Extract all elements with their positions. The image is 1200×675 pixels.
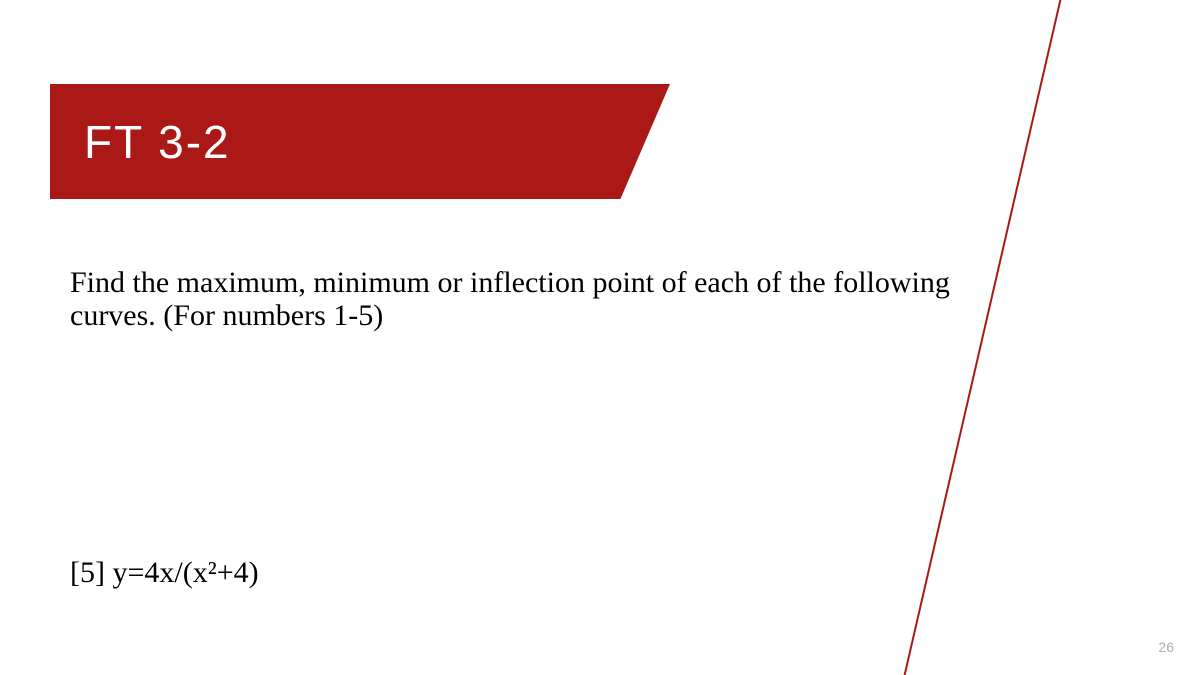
accent-line	[900, 0, 1065, 675]
equation-text: [5] y=4x/(x²+4)	[70, 556, 259, 589]
instruction-text: Find the maximum, minimum or inflection …	[70, 266, 1040, 332]
page-number: 26	[1158, 639, 1174, 655]
slide-title: FT 3-2	[84, 115, 231, 169]
title-banner: FT 3-2	[50, 84, 670, 199]
